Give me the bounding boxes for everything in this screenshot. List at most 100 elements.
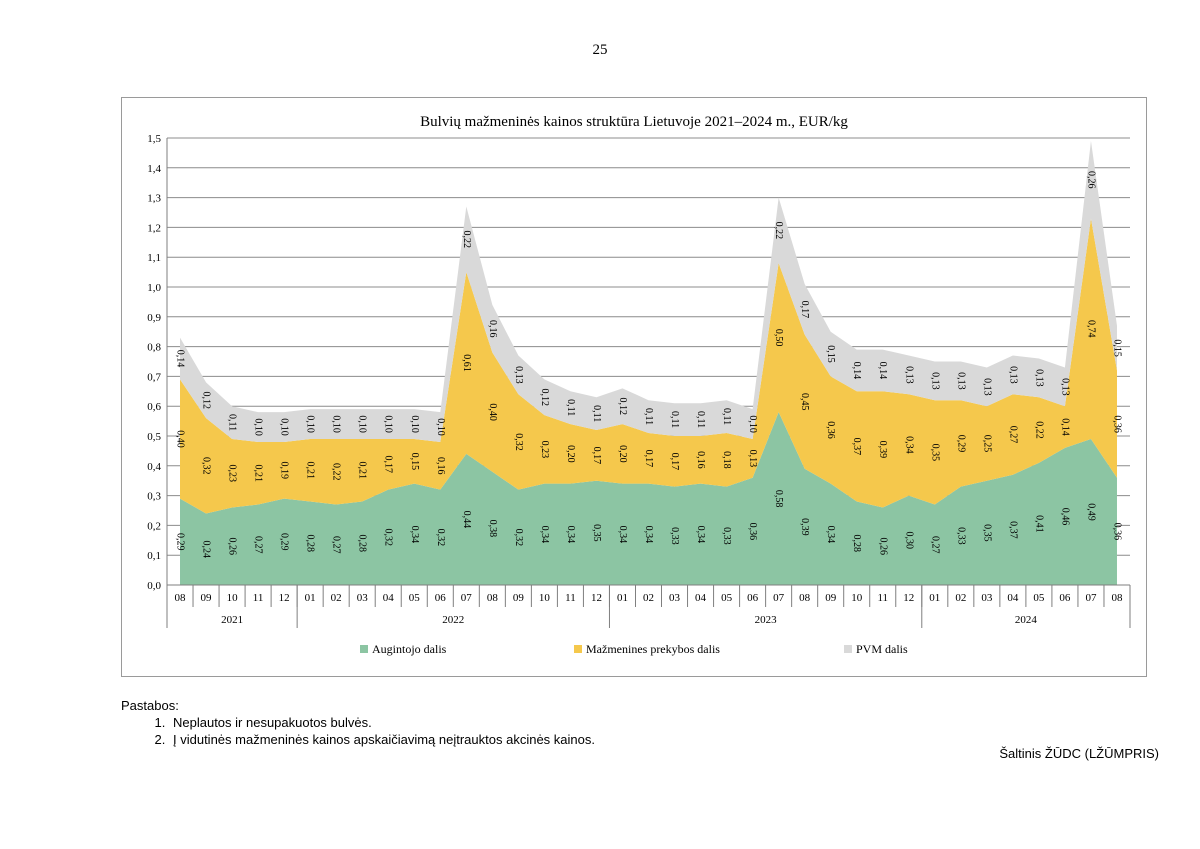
x-tick-label: 12 xyxy=(279,592,290,604)
data-label: 0,17 xyxy=(669,453,680,471)
data-label: 0,22 xyxy=(331,463,342,481)
data-label: 0,39 xyxy=(799,518,810,536)
page-number: 25 xyxy=(592,42,608,58)
y-tick-label: 1,5 xyxy=(147,133,161,145)
data-label: 0,10 xyxy=(253,418,264,436)
data-label: 0,37 xyxy=(851,438,862,456)
data-label: 0,11 xyxy=(565,399,576,416)
data-label: 0,10 xyxy=(279,418,290,436)
x-tick-label: 07 xyxy=(1085,592,1097,604)
x-tick-label: 07 xyxy=(773,592,785,604)
source-citation: Šaltinis ŽŪDC (LŽŪMPRIS) xyxy=(999,746,1159,761)
x-tick-label: 08 xyxy=(799,592,811,604)
x-tick-label: 08 xyxy=(175,592,187,604)
series-area-mažmenines-prekybos-dalis xyxy=(180,218,1117,514)
y-tick-label: 0,5 xyxy=(147,431,161,443)
legend-swatch xyxy=(360,645,368,653)
notes-section: Pastabos: Neplautos ir nesupakuotos bulv… xyxy=(121,697,595,748)
data-label: 0,74 xyxy=(1085,320,1096,338)
data-label: 0,10 xyxy=(409,415,420,433)
data-label: 0,37 xyxy=(1007,521,1018,539)
data-label: 0,58 xyxy=(773,490,784,508)
data-label: 0,36 xyxy=(825,421,836,439)
data-label: 0,12 xyxy=(201,391,212,409)
data-label: 0,28 xyxy=(851,535,862,553)
x-tick-label: 11 xyxy=(565,592,576,604)
x-tick-label: 05 xyxy=(409,592,421,604)
data-label: 0,10 xyxy=(383,415,394,433)
data-label: 0,11 xyxy=(721,408,732,425)
data-label: 0,36 xyxy=(747,523,758,541)
y-tick-label: 1,0 xyxy=(147,282,161,294)
data-label: 0,11 xyxy=(643,408,654,425)
series-area-augintojo-dalis xyxy=(180,412,1117,585)
x-tick-label: 10 xyxy=(227,592,239,604)
data-label: 0,27 xyxy=(1007,426,1018,444)
x-tick-label: 01 xyxy=(929,592,940,604)
x-tick-label: 04 xyxy=(383,592,395,604)
data-label: 0,29 xyxy=(955,435,966,453)
data-label: 0,22 xyxy=(773,222,784,240)
data-label: 0,36 xyxy=(1111,523,1122,541)
data-label: 0,13 xyxy=(1059,378,1070,396)
data-label: 0,38 xyxy=(487,520,498,538)
data-label: 0,27 xyxy=(253,536,264,554)
data-label: 0,26 xyxy=(1085,171,1096,189)
data-label: 0,28 xyxy=(305,535,316,553)
data-label: 0,17 xyxy=(591,447,602,465)
data-label: 0,13 xyxy=(513,366,524,384)
data-label: 0,20 xyxy=(565,445,576,463)
data-label: 0,21 xyxy=(305,462,316,480)
data-label: 0,17 xyxy=(643,450,654,468)
data-label: 0,46 xyxy=(1059,508,1070,525)
data-label: 0,19 xyxy=(279,462,290,480)
year-group-label: 2022 xyxy=(442,614,464,626)
data-label: 0,34 xyxy=(903,436,914,454)
data-label: 0,20 xyxy=(617,445,628,463)
data-label: 0,33 xyxy=(721,527,732,545)
data-label: 0,18 xyxy=(721,451,732,469)
data-label: 0,13 xyxy=(981,378,992,396)
data-label: 0,11 xyxy=(227,414,238,431)
x-tick-label: 02 xyxy=(331,592,342,604)
data-label: 0,25 xyxy=(981,435,992,453)
data-label: 0,35 xyxy=(929,444,940,462)
year-group-label: 2021 xyxy=(221,614,243,626)
data-label: 0,21 xyxy=(357,462,368,480)
year-group-label: 2023 xyxy=(755,614,778,626)
x-tick-label: 09 xyxy=(825,592,837,604)
x-tick-label: 03 xyxy=(669,592,681,604)
data-label: 0,13 xyxy=(1007,366,1018,384)
data-label: 0,26 xyxy=(877,538,888,556)
chart-title: Bulvių mažmeninės kainos struktūra Lietu… xyxy=(420,114,848,130)
data-label: 0,10 xyxy=(357,415,368,433)
x-tick-label: 09 xyxy=(201,592,213,604)
data-label: 0,26 xyxy=(227,538,238,556)
x-tick-label: 11 xyxy=(253,592,264,604)
y-tick-label: 0,9 xyxy=(147,312,161,324)
data-label: 0,14 xyxy=(877,362,888,380)
data-label: 0,27 xyxy=(929,536,940,554)
legend-swatch xyxy=(574,645,582,653)
y-tick-label: 0,8 xyxy=(147,342,161,354)
legend-label: PVM dalis xyxy=(856,642,908,656)
data-label: 0,15 xyxy=(1111,339,1122,357)
data-label: 0,34 xyxy=(695,526,706,544)
x-tick-label: 01 xyxy=(617,592,628,604)
x-tick-label: 10 xyxy=(851,592,863,604)
y-tick-label: 0,4 xyxy=(147,461,161,473)
x-tick-label: 07 xyxy=(461,592,473,604)
data-label: 0,16 xyxy=(695,451,706,469)
x-tick-label: 12 xyxy=(903,592,914,604)
x-tick-label: 04 xyxy=(695,592,707,604)
data-label: 0,10 xyxy=(435,418,446,436)
y-tick-label: 0,2 xyxy=(147,520,161,532)
x-tick-label: 11 xyxy=(877,592,888,604)
y-tick-label: 0,0 xyxy=(147,580,161,592)
data-label: 0,34 xyxy=(409,526,420,544)
y-tick-label: 0,1 xyxy=(147,550,161,562)
y-tick-label: 0,3 xyxy=(147,491,161,503)
data-label: 0,40 xyxy=(175,430,186,448)
data-label: 0,27 xyxy=(331,536,342,554)
data-label: 0,40 xyxy=(487,403,498,421)
